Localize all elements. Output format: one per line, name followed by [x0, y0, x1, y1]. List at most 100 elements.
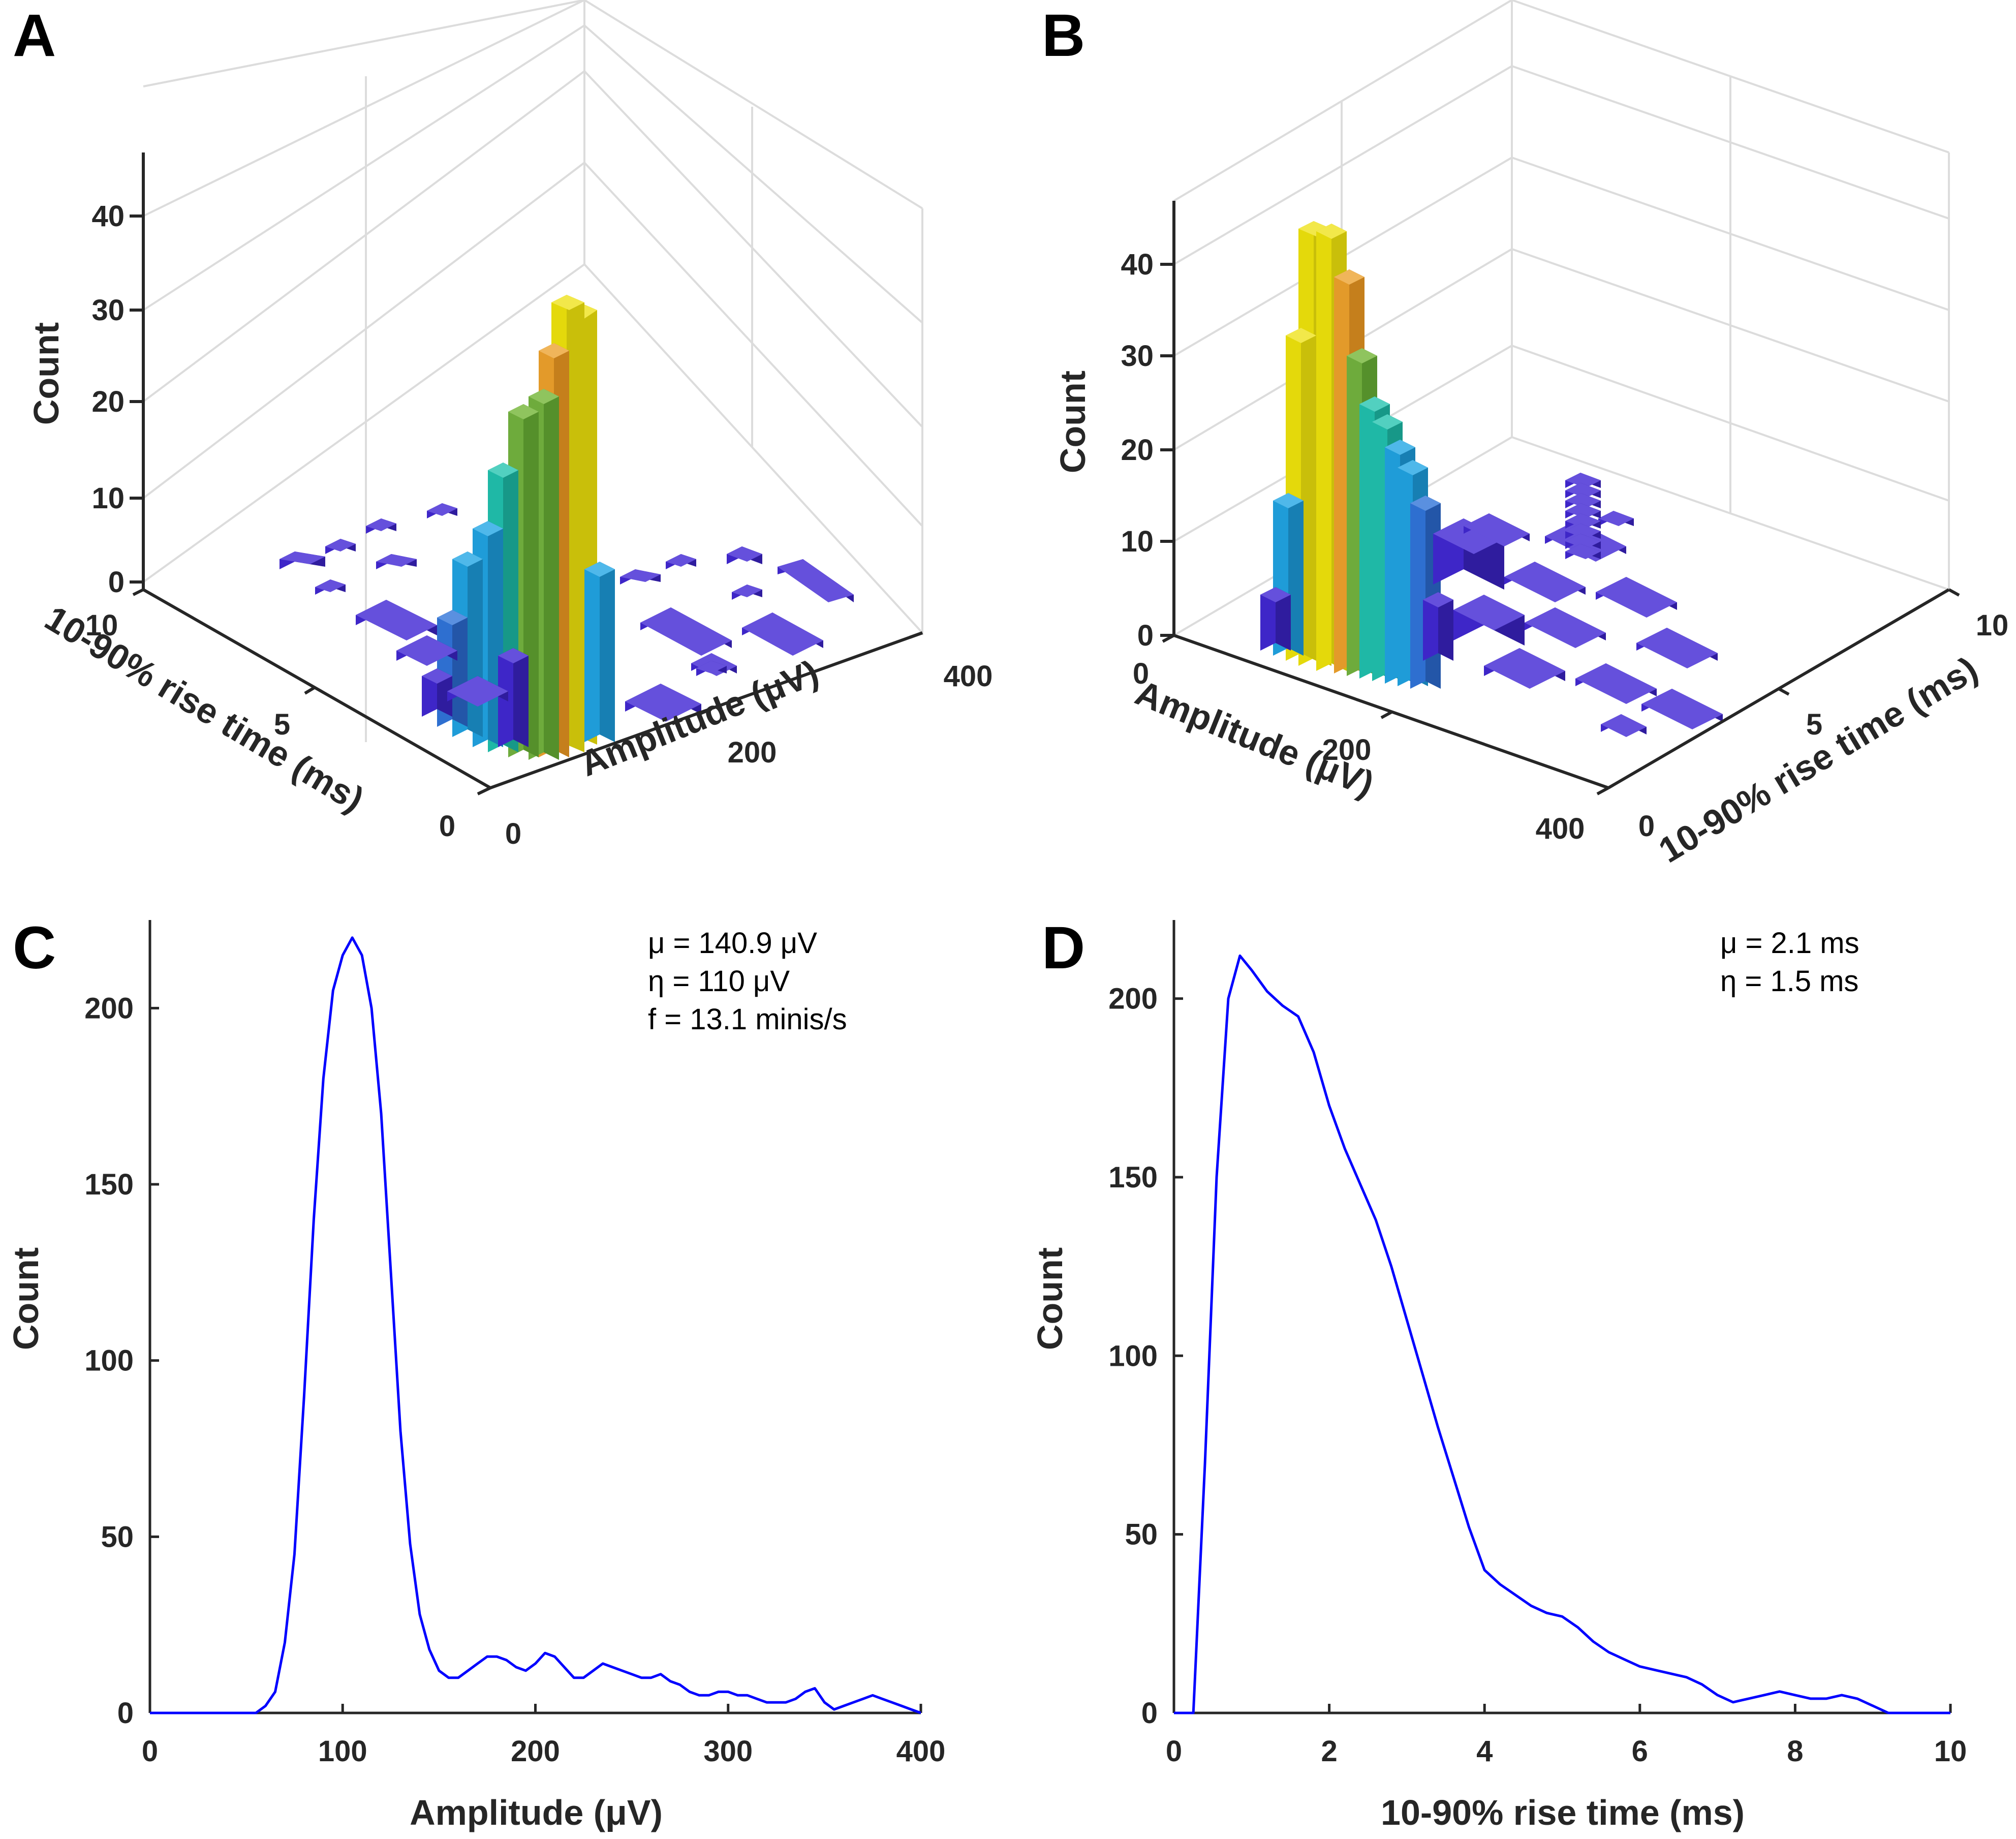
x-tick-label: 6 — [1632, 1735, 1648, 1768]
bar3d — [427, 503, 457, 518]
panel-a-ytick-label: 0 — [439, 810, 455, 843]
y-tick-label: 0 — [1141, 1697, 1158, 1730]
x-tick-label: 400 — [896, 1735, 946, 1768]
bar3d — [356, 600, 437, 640]
bar3d — [1596, 577, 1677, 618]
panel-a-ztick-label: 30 — [91, 294, 125, 327]
bar3d — [620, 569, 661, 585]
panel-b-ztick-label: 30 — [1121, 340, 1154, 373]
bar3d — [584, 562, 615, 742]
y-tick-label: 50 — [101, 1520, 134, 1553]
bar3d — [1453, 595, 1525, 646]
panel-b-xtick-label: 200 — [1322, 733, 1372, 767]
panel-b-ztick-label: 40 — [1121, 248, 1154, 281]
panel-letter-d: D — [1042, 914, 1085, 982]
panel-d-xlabel: 10-90% rise time (ms) — [1381, 1793, 1745, 1832]
panel-b-xtick-label: 0 — [1133, 657, 1149, 690]
y-tick-label: 100 — [1108, 1339, 1158, 1372]
bar3d — [1601, 714, 1647, 737]
series-line — [1174, 954, 1950, 1714]
bar3d — [1423, 592, 1453, 661]
panel-b-ztick-label: 10 — [1121, 525, 1154, 558]
x-tick-label: 0 — [142, 1735, 158, 1768]
bar3d — [1636, 628, 1718, 668]
bar3d — [742, 612, 823, 656]
bar3d — [1565, 513, 1601, 529]
x-tick-label: 0 — [1166, 1735, 1182, 1768]
bar3d — [666, 554, 696, 569]
panel-b-xtick-label: 400 — [1536, 812, 1585, 845]
y-tick-label: 150 — [1108, 1161, 1158, 1194]
bar3d — [396, 635, 457, 666]
panel-letter-c: C — [13, 914, 56, 982]
y-tick-label: 150 — [84, 1168, 134, 1201]
x-tick-label: 300 — [703, 1735, 753, 1768]
y-tick-label: 200 — [84, 992, 134, 1025]
panel-b-yticks: 0 5 10 — [1638, 609, 2008, 843]
panel-c-annotation: μ = 140.9 μV — [648, 927, 817, 960]
bar3d — [1504, 562, 1586, 602]
panel-b-ytick-label: 0 — [1638, 810, 1655, 843]
panel-a-zticks: 0 10 20 30 40 — [91, 200, 125, 599]
bar3d — [696, 661, 727, 676]
bar3d — [447, 676, 508, 707]
panel-a: A — [13, 0, 993, 850]
bar3d — [1565, 524, 1601, 539]
panel-a-ytick-label: 5 — [274, 708, 290, 741]
panel-a-ylabel: 10-90% rise time (ms) — [38, 598, 370, 820]
panel-d-annotation: μ = 2.1 ms — [1720, 927, 1859, 960]
bar3d — [1565, 544, 1601, 559]
y-tick-label: 0 — [117, 1697, 134, 1730]
panel-d-ylabel: Count — [1030, 1247, 1070, 1350]
bar3d — [1565, 473, 1601, 488]
panel-b-axes — [1160, 201, 1960, 795]
bar3d — [366, 518, 396, 534]
bar3d — [315, 579, 346, 595]
panel-b-ytick-label: 5 — [1806, 708, 1822, 741]
panel-a-bars — [280, 295, 854, 760]
x-tick-label: 100 — [318, 1735, 367, 1768]
bar3d — [1575, 663, 1657, 704]
panel-b-zlabel: Count — [1053, 371, 1093, 473]
panel-a-xticks: 0 200 400 — [505, 660, 993, 850]
bar3d — [280, 551, 325, 569]
panel-c-ylabel: Count — [6, 1247, 46, 1350]
y-tick-label: 100 — [84, 1344, 134, 1377]
x-tick-label: 4 — [1476, 1735, 1493, 1768]
panel-b-ylabel: 10-90% rise time (ms) — [1652, 649, 1984, 871]
x-tick-label: 2 — [1321, 1735, 1337, 1768]
panel-a-ytick-label: 10 — [85, 609, 118, 642]
panel-a-xtick-label: 400 — [944, 660, 993, 693]
panel-a-ztick-label: 10 — [91, 482, 125, 515]
panel-a-axes — [130, 152, 923, 795]
bar3d — [1565, 493, 1601, 508]
bar3d — [1260, 587, 1291, 651]
panel-b-zticks: 0 10 20 30 40 — [1121, 248, 1154, 652]
panel-a-grid — [142, 0, 923, 742]
panel-d-annotation: η = 1.5 ms — [1720, 965, 1858, 998]
x-tick-label: 10 — [1934, 1735, 1967, 1768]
panel-b-bars — [1260, 221, 1723, 737]
y-tick-label: 50 — [1125, 1518, 1158, 1551]
bar3d — [422, 668, 452, 717]
bar3d — [1598, 511, 1634, 526]
panel-b: B — [1042, 0, 2008, 870]
bar3d — [1641, 689, 1723, 729]
panel-b-xticks: 0 200 400 — [1133, 657, 1585, 845]
panel-c: C 0 100 200 300 400 0 50 100 150 200 Amplitude (μ… — [6, 914, 945, 1832]
panel-b-ztick-label: 20 — [1121, 434, 1154, 467]
bar3d — [1565, 503, 1601, 518]
bar3d — [727, 546, 762, 564]
bar3d — [1464, 513, 1530, 546]
panel-c-axes — [148, 920, 921, 1714]
bar3d — [640, 607, 732, 656]
x-tick-label: 8 — [1787, 1735, 1803, 1768]
panel-a-ztick-label: 0 — [108, 566, 125, 599]
bar3d — [1484, 648, 1565, 689]
panel-a-ztick-label: 40 — [91, 200, 125, 233]
panel-letter-b: B — [1042, 2, 1085, 69]
bar3d — [376, 554, 417, 569]
series-line — [150, 936, 921, 1714]
bar3d — [1525, 607, 1606, 648]
